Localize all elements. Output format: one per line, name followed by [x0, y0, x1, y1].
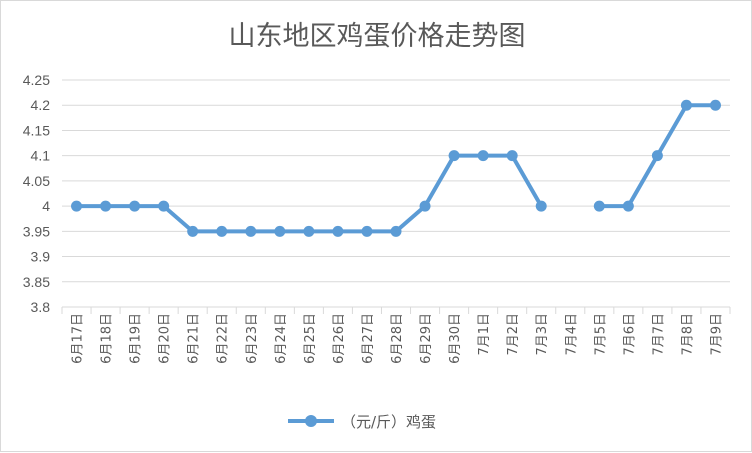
chart-title: 山东地区鸡蛋价格走势图	[229, 21, 526, 52]
x-tick-label: 7月3日	[535, 313, 550, 356]
data-point	[303, 225, 315, 237]
x-axis-ticks: 6月17日 6月18日 6月19日 6月20日 6月21日 6月22日 6月23日 6月24日…	[71, 313, 725, 364]
y-tick-label: 4.25	[23, 72, 50, 88]
gridlines	[61, 79, 731, 314]
y-tick-label: 3.95	[23, 223, 50, 239]
data-point	[477, 150, 489, 162]
data-point	[448, 150, 460, 162]
data-point	[622, 200, 634, 212]
x-tick-label: 7月2日	[506, 313, 521, 356]
y-tick-label: 4.1	[31, 148, 51, 164]
data-point	[71, 200, 83, 212]
data-point	[187, 225, 199, 237]
x-tick-label: 7月8日	[680, 313, 695, 356]
data-point	[506, 150, 518, 162]
data-point	[419, 200, 431, 212]
y-tick-label: 4.05	[23, 173, 50, 189]
markers-layer	[71, 99, 721, 237]
y-tick-label: 4.15	[23, 122, 50, 138]
legend-label: （元/斤）鸡蛋	[341, 413, 436, 431]
y-tick-label: 3.9	[31, 249, 51, 265]
data-point	[332, 225, 344, 237]
x-tick-label: 6月28日	[390, 313, 405, 364]
x-tick-label: 6月24日	[274, 313, 289, 364]
y-tick-label: 4.2	[31, 97, 51, 113]
y-tick-label: 4	[42, 198, 50, 214]
data-point	[100, 200, 112, 212]
x-tick-label: 7月1日	[477, 313, 492, 356]
x-tick-label: 6月26日	[332, 313, 347, 364]
legend: （元/斤）鸡蛋	[288, 413, 436, 431]
x-tick-label: 7月5日	[593, 313, 608, 356]
x-tick-label: 6月25日	[303, 313, 318, 364]
x-tick-label: 7月7日	[651, 313, 666, 356]
x-tick-label: 7月4日	[564, 313, 579, 356]
data-point	[390, 225, 402, 237]
y-tick-label: 3.85	[23, 274, 50, 290]
data-point	[651, 150, 663, 162]
x-tick-label: 6月22日	[216, 313, 231, 364]
x-tick-label: 6月21日	[187, 313, 202, 364]
y-axis-ticks: 3.8 3.85 3.9 3.95 4 4.05 4.1 4.15 4.2 4.25	[23, 72, 50, 315]
x-tick-label: 7月9日	[709, 313, 724, 356]
data-point	[680, 99, 692, 111]
y-tick-label: 3.8	[31, 299, 51, 315]
x-tick-label: 7月6日	[622, 313, 637, 356]
x-tick-label: 6月20日	[158, 313, 173, 364]
x-tick-label: 6月17日	[71, 313, 86, 364]
x-tick-label: 6月18日	[100, 313, 115, 364]
data-point	[158, 200, 170, 212]
data-point	[709, 99, 721, 111]
x-tick-label: 6月30日	[448, 313, 463, 364]
data-point	[129, 200, 141, 212]
x-tick-label: 6月19日	[129, 313, 144, 364]
data-point	[245, 225, 257, 237]
x-tick-label: 6月27日	[361, 313, 376, 364]
data-point	[274, 225, 286, 237]
x-tick-label: 6月23日	[245, 313, 260, 364]
data-point	[361, 225, 373, 237]
data-point	[216, 225, 228, 237]
series-line	[74, 153, 544, 234]
x-tick-label: 6月29日	[419, 313, 434, 364]
legend-marker-icon	[305, 415, 317, 427]
data-point	[535, 200, 547, 212]
data-point	[593, 200, 605, 212]
series-layer	[74, 103, 718, 234]
